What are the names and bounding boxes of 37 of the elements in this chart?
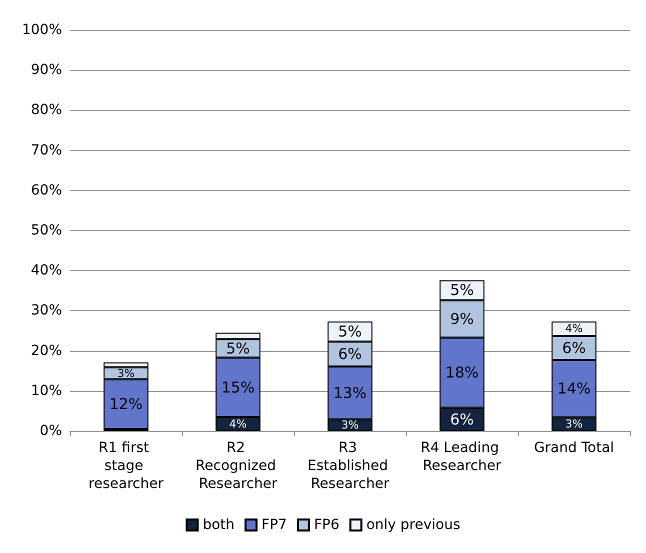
- data-label: 3%: [565, 418, 583, 431]
- legend-label: both: [202, 517, 235, 533]
- y-tick-label: 30%: [30, 302, 62, 319]
- y-tick-label: 0%: [40, 423, 62, 439]
- data-label: 5%: [338, 322, 362, 341]
- y-tick-label: 40%: [30, 262, 62, 279]
- data-label: 6%: [562, 338, 586, 357]
- data-label: 6%: [338, 345, 362, 364]
- legend-label: FP7: [262, 517, 287, 533]
- y-tick-label: 60%: [30, 182, 62, 198]
- legend-label: FP6: [314, 517, 340, 533]
- y-tick-label: 100%: [22, 22, 62, 38]
- data-label: 18%: [445, 364, 479, 382]
- y-tick-label: 50%: [30, 222, 62, 238]
- y-tick-label: 80%: [30, 102, 62, 118]
- x-tick-label: R1 first stage researcher: [88, 440, 164, 492]
- y-tick-label: 10%: [30, 382, 62, 399]
- x-tick-label: R3 Established Researcher: [308, 440, 392, 492]
- data-label: 13%: [333, 384, 367, 402]
- x-tick-label: Grand Total: [534, 440, 614, 456]
- data-label: 14%: [557, 380, 591, 398]
- data-label: 9%: [450, 310, 474, 328]
- y-tick-label: 20%: [30, 342, 62, 359]
- data-label: 5%: [226, 339, 250, 358]
- data-label: 5%: [450, 281, 474, 300]
- data-label: 4%: [565, 322, 583, 336]
- data-label: 12%: [109, 395, 143, 414]
- x-tick-label: R4 Leading Researcher: [420, 440, 504, 474]
- data-label: 3%: [341, 418, 359, 432]
- x-tick-label: R2 Recognized Researcher: [196, 440, 280, 492]
- data-label: 6%: [450, 410, 474, 428]
- data-label: 3%: [117, 366, 135, 380]
- legend-label: only previous: [366, 517, 460, 533]
- y-tick-label: 90%: [30, 62, 62, 78]
- data-label: 4%: [229, 417, 247, 430]
- data-label: 15%: [221, 378, 255, 396]
- y-tick-label: 70%: [30, 142, 62, 158]
